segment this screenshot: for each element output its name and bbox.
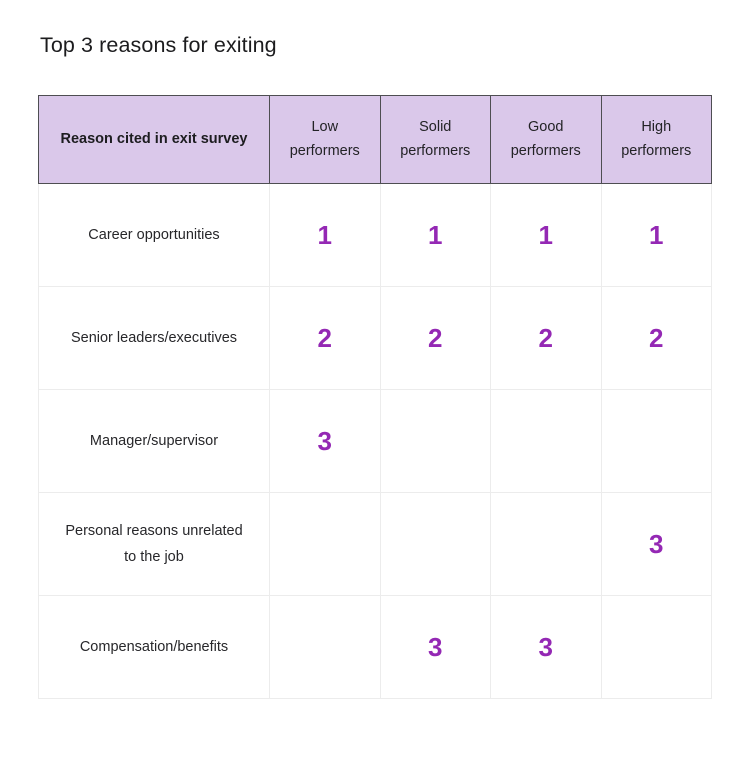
rank-cell: 2 (600, 286, 712, 390)
table-row: Compensation/benefits 3 3 (38, 595, 712, 699)
rank-cell: 2 (490, 286, 602, 390)
rank-cell (269, 492, 381, 596)
table-row: Senior leaders/executives 2 2 2 2 (38, 286, 712, 390)
table-row: Manager/supervisor 3 (38, 389, 712, 493)
row-label-cell: Career opportunities (38, 183, 270, 287)
exit-reasons-table: Reason cited in exit survey Low performe… (38, 95, 712, 699)
row-label-cell: Senior leaders/executives (38, 286, 270, 390)
page-title: Top 3 reasons for exiting (40, 33, 277, 57)
table-header: Reason cited in exit survey Low performe… (38, 95, 712, 184)
rank-cell: 3 (269, 389, 381, 493)
rank-cell: 1 (600, 183, 712, 287)
rank-cell (490, 389, 602, 493)
rank-cell: 1 (490, 183, 602, 287)
column-header-good-performers: Good performers (490, 95, 602, 184)
table-row: Personal reasons unrelated to the job 3 (38, 492, 712, 596)
rank-cell (379, 389, 491, 493)
rank-cell (600, 595, 712, 699)
rank-cell: 1 (379, 183, 491, 287)
row-label-cell: Personal reasons unrelated to the job (38, 492, 270, 596)
row-label-cell: Compensation/benefits (38, 595, 270, 699)
rank-cell: 1 (269, 183, 381, 287)
rank-cell (269, 595, 381, 699)
table-row: Career opportunities 1 1 1 1 (38, 183, 712, 287)
column-header-high-performers: High performers (600, 95, 712, 184)
row-label-cell: Manager/supervisor (38, 389, 270, 493)
rank-cell: 3 (490, 595, 602, 699)
column-header-reason: Reason cited in exit survey (38, 95, 270, 184)
rank-cell (490, 492, 602, 596)
rank-cell (379, 492, 491, 596)
column-header-low-performers: Low performers (269, 95, 381, 184)
rank-cell: 2 (269, 286, 381, 390)
table-body: Career opportunities 1 1 1 1 Senior lead… (38, 183, 712, 699)
rank-cell: 3 (379, 595, 491, 699)
rank-cell: 2 (379, 286, 491, 390)
rank-cell: 3 (600, 492, 712, 596)
header-row: Reason cited in exit survey Low performe… (38, 95, 712, 184)
rank-cell (600, 389, 712, 493)
column-header-solid-performers: Solid performers (379, 95, 491, 184)
